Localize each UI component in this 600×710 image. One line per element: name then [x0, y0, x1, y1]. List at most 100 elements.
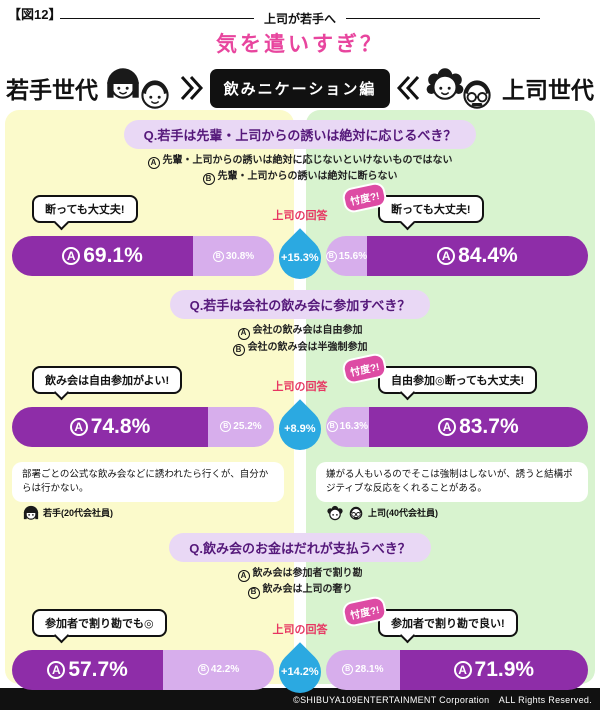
- gap-indicator: 上司の回答 +15.3%: [270, 195, 330, 289]
- a-mark-icon: A: [438, 417, 457, 436]
- boss-speech-bubble: 忖度?! 断っても大丈夫!: [343, 183, 484, 224]
- boss-bubble-text: 自由参加◎断っても大丈夫!: [391, 374, 525, 387]
- eyebrow-text: 上司が若手へ: [264, 12, 337, 26]
- quotes-row: 部署ごとの公式な飲み会などに誘われたら行くが、自分からは行かない。 若手(20代…: [12, 461, 588, 523]
- option-b-text: 会社の飲み会は半強制参加: [247, 341, 368, 353]
- young-b-value: 25.2%: [233, 421, 262, 433]
- boss-result-bar: B 15.6% A 84.4%: [326, 236, 588, 277]
- water-drop-icon: +14.2%: [270, 641, 330, 702]
- young-result-bar: A 74.8% B 25.2%: [12, 406, 274, 447]
- young-bubble-text: 参加者で割り勘でも◎: [45, 617, 154, 630]
- boss-generation-label: 上司世代: [501, 77, 594, 103]
- question-options: A 飲み会は参加者で割り勘 B 飲み会は上司の奢り: [12, 566, 588, 599]
- b-mark-icon: B: [342, 664, 354, 676]
- question-section-2: Q.若手は会社の飲み会に参加すべき？ A 会社の飲み会は自由参加 B 会社の飲み会は…: [12, 290, 588, 522]
- boss-result: 忖度?! 断っても大丈夫! B 15.6% A 84.4%: [326, 183, 588, 279]
- edition-banner: 飲みニケーション編: [209, 68, 391, 108]
- young-result-bar: A 69.1% B 30.8%: [12, 236, 274, 277]
- young-a-value: 69.1%: [83, 244, 143, 268]
- option-b-mark-icon: B: [247, 586, 260, 599]
- question-title: Q.若手は会社の飲み会に参加すべき？: [169, 290, 431, 320]
- gap-label: 上司の回答: [272, 380, 328, 393]
- boss-a-segment: A 83.7%: [368, 406, 588, 447]
- gap-value: +14.2%: [281, 665, 319, 678]
- young-quote-who: 若手(20代会社員): [43, 508, 114, 519]
- left-chevron-icon: [179, 73, 205, 103]
- young-b-segment: B 25.2%: [207, 406, 274, 447]
- banner-row: 若手世代: [0, 62, 600, 114]
- option-a-text: 先輩・上司からの誘いは絶対に応じないといけないものではない: [162, 155, 453, 166]
- results-row: 断っても大丈夫! A 69.1% B 30.8% 上司の回答 +15.3% 忖度?!…: [12, 183, 588, 289]
- boss-b-value: 16.3%: [339, 421, 369, 433]
- young-result: 参加者で割り勘でも◎ A 57.7% B 42.2%: [12, 608, 274, 693]
- a-mark-icon: A: [453, 660, 472, 679]
- boss-b-segment: B 15.6%: [326, 236, 367, 277]
- young-generation-label: 若手世代: [6, 77, 98, 103]
- a-mark-icon: A: [69, 417, 88, 436]
- question-section-3: Q.飲み会のお金はだれが支払うべき？ A 飲み会は参加者で割り勘 B 飲み会は上司の…: [12, 533, 588, 702]
- copyright-footer: ©SHIBUYA109ENTERTAINMENT Corporation ALL…: [0, 688, 600, 710]
- boss-result-bar: B 16.3% A 83.7%: [326, 406, 588, 447]
- boss-b-value: 28.1%: [355, 664, 384, 676]
- young-a-segment: A 57.7%: [12, 649, 164, 690]
- boss-man-face-icon: [463, 80, 492, 109]
- gap-label: 上司の回答: [272, 210, 328, 223]
- boss-quote-attribution: 上司(40代会社員): [326, 503, 588, 522]
- boss-quote: 嫌がる人もいるのでそこは強制はしないが、誘うと結構ポジティブな反応をくれることが…: [316, 461, 588, 523]
- boss-a-segment: A 71.9%: [399, 649, 588, 690]
- a-mark-icon: A: [62, 247, 81, 266]
- a-mark-icon: A: [437, 247, 456, 266]
- a-mark-icon: A: [47, 660, 66, 679]
- young-speech-bubble: 参加者で割り勘でも◎: [32, 608, 167, 637]
- boss-bubble-text: 断っても大丈夫!: [391, 204, 471, 217]
- option-b-text: 先輩・上司からの誘いは絶対に断らない: [217, 171, 398, 183]
- eyebrow-row: 上司が若手へ: [60, 10, 540, 27]
- option-a-mark-icon: A: [237, 327, 250, 340]
- boss-speech-bubble: 忖度?! 自由参加◎断っても大丈夫!: [343, 353, 538, 394]
- young-speech-bubble: 飲み会は自由参加がよい!: [32, 365, 183, 394]
- boss-quote-woman-face-icon: [327, 506, 343, 521]
- young-a-segment: A 69.1%: [12, 236, 194, 277]
- boss-a-value: 84.4%: [458, 244, 518, 268]
- young-b-value: 42.2%: [210, 664, 240, 676]
- young-quote: 部署ごとの公式な飲み会などに誘われたら行くが、自分からは行かない。 若手(20代…: [12, 461, 284, 523]
- option-b-mark-icon: B: [202, 173, 215, 186]
- boss-speech-bubble: 忖度?! 参加者で割り勘で良い!: [343, 596, 518, 637]
- survey-content: Q.若手は先輩・上司からの誘いは絶対に応じるべき？ A 先輩・上司からの誘いは絶対…: [0, 110, 600, 702]
- young-b-segment: B 42.2%: [163, 649, 274, 690]
- young-result-bar: A 57.7% B 42.2%: [12, 649, 274, 690]
- header: 上司が若手へ 気を遣いすぎ？ 若手世代: [0, 0, 600, 110]
- young-faces: [103, 62, 175, 114]
- question-options: A 会社の飲み会は自由参加 B 会社の飲み会は半強制参加: [12, 323, 588, 356]
- option-b: B 飲み会は上司の奢り: [12, 582, 588, 599]
- option-b: B 会社の飲み会は半強制参加: [12, 340, 588, 356]
- boss-bubble-text: 参加者で割り勘で良い!: [391, 617, 505, 630]
- b-mark-icon: B: [326, 250, 337, 262]
- young-a-value: 57.7%: [68, 657, 128, 681]
- young-result: 断っても大丈夫! A 69.1% B 30.8%: [12, 195, 274, 279]
- option-a: A 飲み会は参加者で割り勘: [12, 566, 588, 583]
- young-b-segment: B 30.8%: [193, 236, 274, 277]
- question-section-1: Q.若手は先輩・上司からの誘いは絶対に応じるべき？ A 先輩・上司からの誘いは絶対…: [12, 120, 588, 289]
- young-quote-face-icon: [23, 506, 39, 520]
- gap-value: +15.3%: [281, 252, 319, 265]
- young-a-segment: A 74.8%: [12, 406, 208, 447]
- option-b: B 先輩・上司からの誘いは絶対に断らない: [12, 169, 588, 186]
- option-a-text: 会社の飲み会は自由参加: [252, 325, 363, 337]
- boss-quote-text: 嫌がる人もいるのでそこは強制はしないが、誘うと結構ポジティブな反応をくれることが…: [316, 461, 588, 503]
- option-a: A 先輩・上司からの誘いは絶対に応じないといけないものではない: [12, 153, 588, 170]
- b-mark-icon: B: [197, 664, 209, 676]
- boss-a-value: 83.7%: [459, 414, 519, 438]
- gap-label: 上司の回答: [272, 623, 328, 636]
- boss-b-segment: B 28.1%: [326, 649, 400, 690]
- boss-quote-man-face-icon: [349, 507, 363, 520]
- option-a-text: 飲み会は参加者で割り勘: [252, 568, 363, 580]
- young-bubble-text: 飲み会は自由参加がよい!: [45, 374, 170, 387]
- b-mark-icon: B: [212, 250, 224, 262]
- water-drop-icon: +15.3%: [270, 228, 330, 289]
- results-row: 飲み会は自由参加がよい! A 74.8% B 25.2% 上司の回答 +8.9% 忖…: [12, 353, 588, 459]
- young-man-face-icon: [140, 80, 169, 109]
- boss-woman-face-icon: [427, 68, 464, 100]
- boss-a-value: 71.9%: [474, 657, 535, 681]
